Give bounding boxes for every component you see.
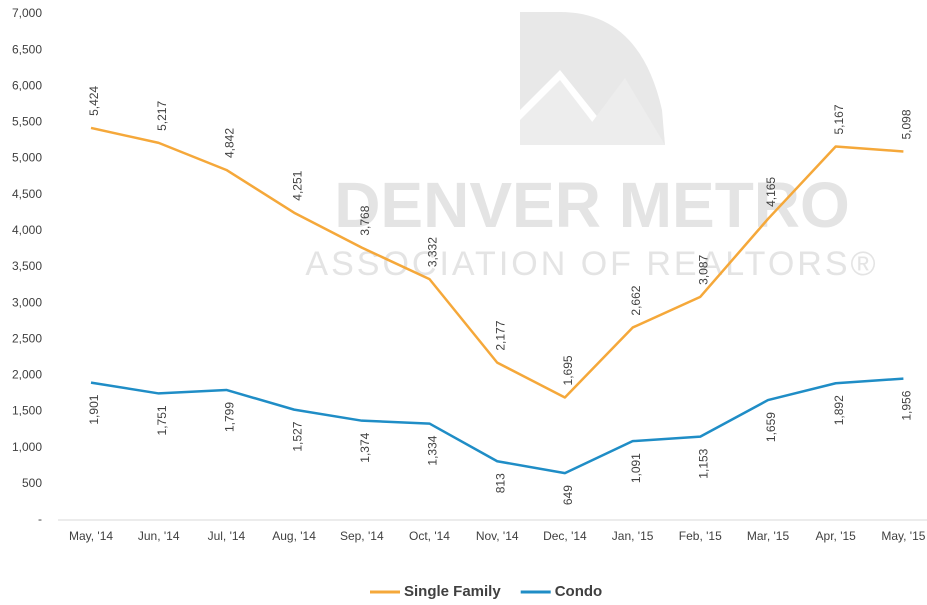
data-label: 1,901 (87, 394, 101, 424)
watermark-logo (520, 12, 665, 145)
data-label: 5,098 (900, 109, 914, 139)
data-label: 813 (493, 473, 507, 493)
y-tick-label: 3,000 (12, 295, 42, 309)
data-label: 1,334 (426, 435, 440, 465)
data-label: 4,251 (290, 170, 304, 200)
x-tick-label: Dec, '14 (543, 529, 587, 543)
y-tick-label: 500 (22, 476, 42, 490)
data-label: 1,091 (629, 453, 643, 483)
legend-label: Single Family (404, 583, 501, 600)
x-tick-label: Jul, '14 (208, 529, 246, 543)
y-tick-label: 2,500 (12, 331, 42, 345)
data-label: 3,087 (696, 254, 710, 284)
data-label: 4,842 (223, 128, 237, 158)
x-tick-label: Jun, '14 (138, 529, 180, 543)
data-label: 1,892 (832, 395, 846, 425)
data-label: 3,768 (358, 205, 372, 235)
y-tick-label: 4,000 (12, 223, 42, 237)
y-tick-label: 1,000 (12, 440, 42, 454)
x-tick-label: May, '14 (69, 529, 113, 543)
x-tick-label: Nov, '14 (476, 529, 519, 543)
watermark-subtitle: ASSOCIATION OF REALTORS® (305, 245, 878, 283)
data-label: 1,659 (764, 412, 778, 442)
data-label: 5,167 (832, 104, 846, 134)
x-tick-label: Apr, '15 (816, 529, 857, 543)
y-tick-label: 5,000 (12, 151, 42, 165)
x-tick-label: Sep, '14 (340, 529, 384, 543)
series-line (90, 126, 904, 399)
watermark-title: DENVER METRO (334, 169, 850, 241)
y-tick-label: 6,000 (12, 78, 42, 92)
data-label: 1,751 (155, 405, 169, 435)
data-label: 1,374 (358, 432, 372, 462)
data-label: 4,165 (764, 177, 778, 207)
data-label: 5,424 (87, 86, 101, 116)
x-tick-label: Mar, '15 (747, 529, 790, 543)
x-tick-label: Jan, '15 (612, 529, 654, 543)
series-line (90, 377, 904, 475)
y-tick-label: 2,000 (12, 368, 42, 382)
x-tick-label: May, '15 (881, 529, 925, 543)
data-label: 1,799 (223, 402, 237, 432)
y-tick-label: 5,500 (12, 115, 42, 129)
data-label: 3,332 (426, 237, 440, 267)
data-label: 2,662 (629, 285, 643, 315)
x-tick-label: Feb, '15 (679, 529, 722, 543)
y-tick-label: - (38, 512, 42, 526)
data-label: 1,956 (900, 390, 914, 420)
data-label: 1,695 (561, 355, 575, 385)
data-label: 1,527 (290, 421, 304, 451)
y-tick-label: 3,500 (12, 259, 42, 273)
data-label: 649 (561, 485, 575, 505)
x-tick-label: Oct, '14 (409, 529, 450, 543)
y-tick-label: 4,500 (12, 187, 42, 201)
data-label: 1,153 (696, 448, 710, 478)
legend-label: Condo (555, 583, 602, 600)
data-label: 2,177 (493, 320, 507, 350)
y-tick-label: 1,500 (12, 404, 42, 418)
data-label: 5,217 (155, 101, 169, 131)
x-tick-label: Aug, '14 (272, 529, 316, 543)
y-tick-label: 6,500 (12, 42, 42, 56)
y-tick-label: 7,000 (12, 6, 42, 20)
